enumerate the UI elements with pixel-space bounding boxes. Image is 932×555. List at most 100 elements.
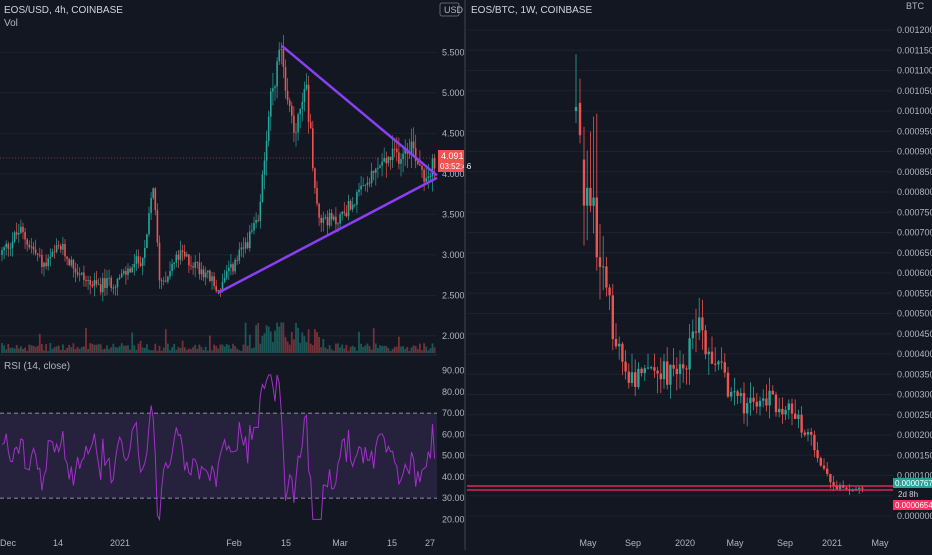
volume-bar xyxy=(28,344,31,353)
candle-body xyxy=(421,165,423,170)
left-time-axis: Dec 14 2021 Feb 15 Mar 15 27 xyxy=(0,538,435,548)
time-tick-label: 2021 xyxy=(822,538,842,548)
candle-body xyxy=(81,272,83,275)
candle-body xyxy=(669,364,672,385)
volume-bar xyxy=(248,334,251,353)
candle-body xyxy=(379,165,381,168)
volume-bar xyxy=(47,350,50,353)
candle-body xyxy=(108,277,110,279)
right-support-tag xyxy=(893,500,932,510)
volume-bar xyxy=(57,345,60,353)
volume-bar xyxy=(11,347,14,353)
volume-bar xyxy=(135,349,138,353)
candle-body xyxy=(133,263,136,268)
volume-bar xyxy=(15,344,18,353)
candle-body xyxy=(351,204,354,210)
volume-bar xyxy=(230,348,232,353)
candle-body xyxy=(333,216,335,220)
candle-body xyxy=(726,372,730,397)
volume-bar xyxy=(395,346,398,353)
volume-bar xyxy=(322,339,325,353)
candle-body xyxy=(328,212,331,226)
candle-body xyxy=(217,289,220,292)
candle-body xyxy=(270,91,272,117)
candle-body xyxy=(15,232,18,235)
left-price-axis: 5.500 5.000 4.500 4.000 3.500 3.000 2.500 2.000 xyxy=(442,47,465,340)
volume-bar xyxy=(202,350,205,353)
volume-bar xyxy=(387,348,390,353)
candle-body xyxy=(234,259,236,272)
candle-body xyxy=(659,373,662,380)
volume-bar xyxy=(286,341,289,353)
rsi-tick-label: 20.00 xyxy=(442,514,465,524)
right-currency-badge[interactable]: BTC xyxy=(906,1,925,11)
volume-bar xyxy=(24,347,26,353)
price-tick-label: 5.500 xyxy=(442,47,465,57)
volume-bar xyxy=(30,345,33,353)
right-countdown: 2d 8h xyxy=(898,490,918,499)
candle-body xyxy=(431,158,434,177)
candle-body xyxy=(368,182,371,184)
volume-bar xyxy=(32,345,35,353)
volume-bar xyxy=(374,343,377,353)
candle-body xyxy=(771,390,774,395)
right-time-axis: May Sep 2020 May Sep 2021 May xyxy=(579,538,889,548)
price-tick-label: 3.500 xyxy=(442,209,465,219)
candle-body xyxy=(51,251,54,257)
volume-bar xyxy=(41,344,43,353)
price-tick-label: 2.000 xyxy=(442,331,465,341)
volume-bar xyxy=(421,350,423,353)
candle-body xyxy=(301,101,304,109)
volume-bar xyxy=(419,343,421,353)
volume-bar xyxy=(383,345,386,353)
left-countdown: 03:52:46 xyxy=(440,162,472,171)
candle-body xyxy=(278,49,280,62)
left-candles xyxy=(1,34,436,302)
candle-body xyxy=(398,152,400,164)
candle-body xyxy=(181,250,184,252)
left-currency-badge[interactable] xyxy=(439,2,460,17)
candle-body xyxy=(813,434,816,451)
candle-body xyxy=(710,351,714,364)
volume-bar xyxy=(370,349,373,353)
candle-body xyxy=(49,256,52,259)
candle-body xyxy=(221,281,224,292)
candle-body xyxy=(295,132,297,134)
candle-body xyxy=(851,490,854,492)
volume-bar xyxy=(219,344,222,353)
volume-bar xyxy=(404,348,407,353)
volume-bar xyxy=(265,325,268,353)
candle-body xyxy=(688,338,691,370)
candle-body xyxy=(135,256,138,264)
candle-body xyxy=(758,400,762,407)
candle-body xyxy=(173,262,175,264)
price-tick-label: 0.00060000 xyxy=(897,268,932,278)
candle-body xyxy=(198,262,201,275)
candle-body xyxy=(66,256,68,260)
candle-body xyxy=(112,287,115,289)
candle-body xyxy=(125,271,127,275)
time-tick-label: 14 xyxy=(53,538,63,548)
volume-bar xyxy=(221,344,224,353)
candle-body xyxy=(717,361,720,365)
volume-bar xyxy=(408,350,411,353)
right-candles xyxy=(574,54,864,495)
candle-body xyxy=(682,364,685,369)
candle-body xyxy=(291,105,293,116)
volume-bar xyxy=(416,349,419,353)
candle-body xyxy=(276,61,278,87)
volume-bar xyxy=(309,343,312,353)
candle-body xyxy=(630,372,634,383)
volume-bar xyxy=(70,347,73,353)
left-price-grid xyxy=(0,51,437,337)
candle-body xyxy=(194,262,196,268)
candle-body xyxy=(223,277,226,282)
volume-bar xyxy=(244,322,247,353)
volume-bar xyxy=(423,343,425,353)
right-last-price-tag xyxy=(893,478,932,488)
time-tick-label: May xyxy=(871,538,889,548)
candle-body xyxy=(762,398,765,401)
volume-bar xyxy=(171,347,173,353)
candle-body xyxy=(53,251,56,253)
volume-bar xyxy=(152,350,155,353)
